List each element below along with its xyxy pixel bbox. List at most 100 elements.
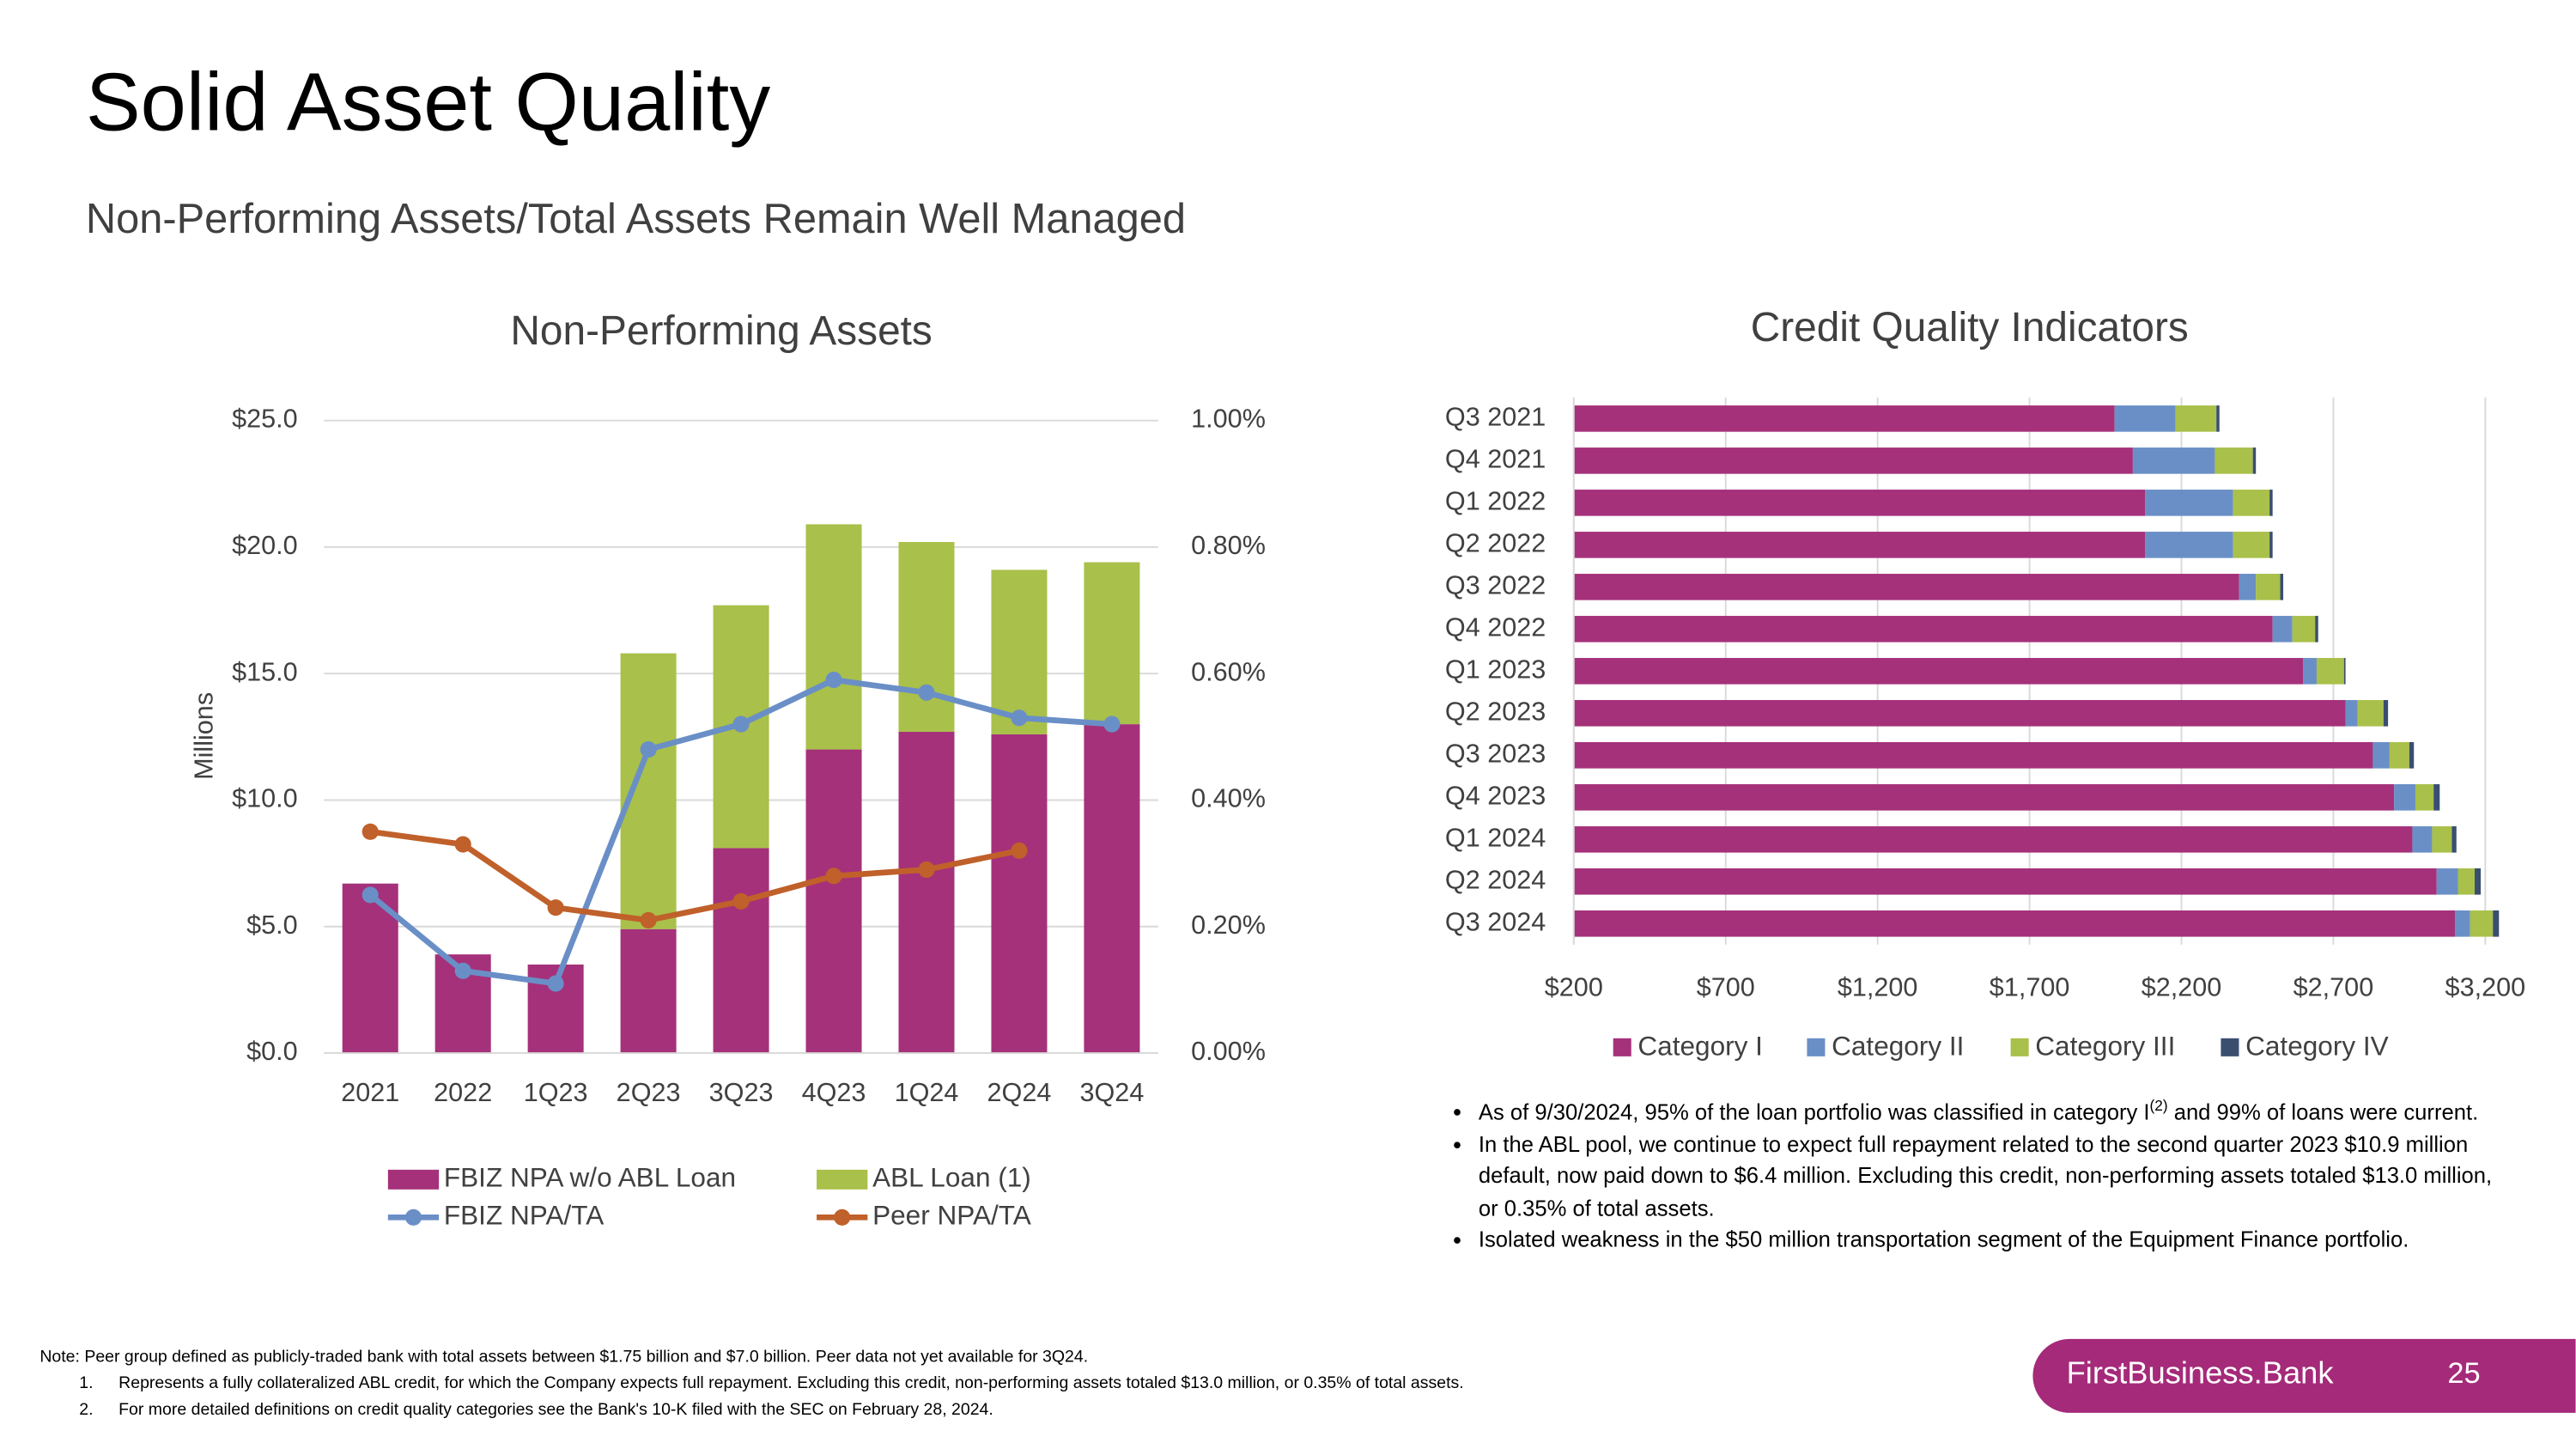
line [369,828,1020,923]
bar [620,928,677,1054]
bar [2145,532,2233,558]
line-marker [732,715,750,733]
line-marker [361,886,379,904]
note-number: 2. [79,1401,94,1420]
legend-swatch [1613,1038,1631,1056]
legend-label: ABL Loan (1) [872,1162,1031,1193]
bar [2252,447,2257,474]
y2-tick-label: 0.60% [1191,657,1266,686]
bar [1573,658,2304,685]
page-number: 25 [2447,1357,2480,1390]
bar [2215,447,2253,474]
bar [1573,910,2455,937]
line-marker [640,741,657,758]
bar [2372,742,2390,769]
brand: FirstBusiness.Bank [2067,1355,2335,1391]
bar [1573,490,2146,516]
x-tick-label: $2,700 [2293,973,2374,1002]
y-tick-label: Q3 2021 [1445,402,1546,431]
note-list: 1. Represents a fully collateralized ABL … [39,1372,2010,1424]
line-marker [732,892,750,910]
line-marker [1103,715,1121,733]
x-tick-label: $3,200 [2445,973,2526,1002]
x-tick-label: 2Q24 [987,1078,1052,1107]
y-tick-label: Q1 2022 [1445,486,1546,515]
note-text: For more detailed definitions on credit … [118,1401,993,1420]
y-tick-label: $0.0 [246,1037,298,1066]
y2-tick-label: 0.80% [1191,531,1266,560]
bar [2216,405,2220,432]
bullet-text: In the ABL pool, we continue to expect f… [1478,1131,2493,1221]
line-marker [640,911,657,928]
note-item: 1. Represents a fully collateralized ABL … [79,1372,2010,1398]
y-tick-label: $5.0 [246,910,298,940]
legend-label: FBIZ NPA/TA [444,1200,604,1231]
bar [2451,826,2457,853]
line-marker [825,672,842,689]
bullet-list: As of 9/30/2024, 95% of the loan portfol… [1443,1091,2510,1257]
chart-title: Non-Performing Assets [510,308,932,354]
y-tick-label: Q4 2021 [1445,444,1546,473]
x-tick-label: $1,700 [1990,973,2070,1002]
bar [1573,742,2373,769]
note-number: 1. [79,1374,94,1393]
x-tick-label: 3Q24 [1079,1078,1144,1107]
y-tick-label: $10.0 [232,784,298,813]
bar [2233,490,2270,516]
brand-banner [2032,1338,2576,1413]
legend-swatch [817,1169,868,1190]
bullet: As of 9/30/2024, 95% of the loan portfol… [1479,1091,2510,1129]
y-tick-label: Q4 2022 [1445,612,1546,642]
bar [2394,784,2415,811]
bar [2415,784,2434,811]
bar [2269,532,2273,558]
note-item: 2. For more detailed definitions on credi… [79,1398,2010,1425]
bar [1573,574,2239,600]
line-marker [918,861,935,879]
bar [2383,700,2389,727]
legend-label: Category IV [2245,1031,2389,1062]
legend-label: FBIZ NPA w/o ABL Loan [444,1162,736,1193]
chart-title: Credit Quality Indicators [1751,305,2189,350]
bar [2389,742,2409,769]
y2-tick-label: 1.00% [1191,405,1266,434]
bar [1573,868,2437,895]
line-marker [454,836,471,853]
x-tick-label: 2021 [341,1078,399,1107]
bar [2436,868,2458,895]
bar [2433,784,2440,811]
superscript: (2) [2149,1097,2168,1114]
x-tick-label: $2,200 [2142,973,2222,1002]
bullet-text: and 99% of loans were current. [2167,1099,2479,1125]
x-tick-label: $1,200 [1838,973,1918,1002]
bullet-text: Isolated weakness in the $50 million tra… [1478,1227,2409,1253]
bar [898,542,955,732]
legend-label: Category I [1637,1031,1763,1062]
bullets: As of 9/30/2024, 95% of the loan portfol… [1443,1091,2510,1329]
bar [2269,490,2273,516]
y-tick-label: Q4 2023 [1445,781,1546,810]
bar [1573,784,2395,811]
x-tick-label: 2022 [434,1078,492,1107]
y-tick-label: Q2 2022 [1445,528,1546,557]
line-marker [918,684,935,701]
legend-label: Category II [1832,1031,1964,1062]
bar [1573,405,2115,432]
y-tick-label: Q3 2023 [1445,739,1546,768]
bar [2343,658,2346,685]
bar [2256,574,2281,600]
y2-tick-label: 0.40% [1191,784,1266,813]
bar [713,848,769,1054]
legend-swatch [834,1209,851,1226]
bar [2280,574,2284,600]
bar [2432,826,2452,853]
x-tick-label: 1Q23 [524,1078,588,1107]
bar [805,749,862,1054]
bar [2458,868,2475,895]
line-marker [1011,842,1028,859]
bar [2493,910,2500,937]
y-tick-label: Q3 2024 [1445,907,1546,936]
note: Note: Peer group defined as publicly-tra… [39,1349,1089,1367]
